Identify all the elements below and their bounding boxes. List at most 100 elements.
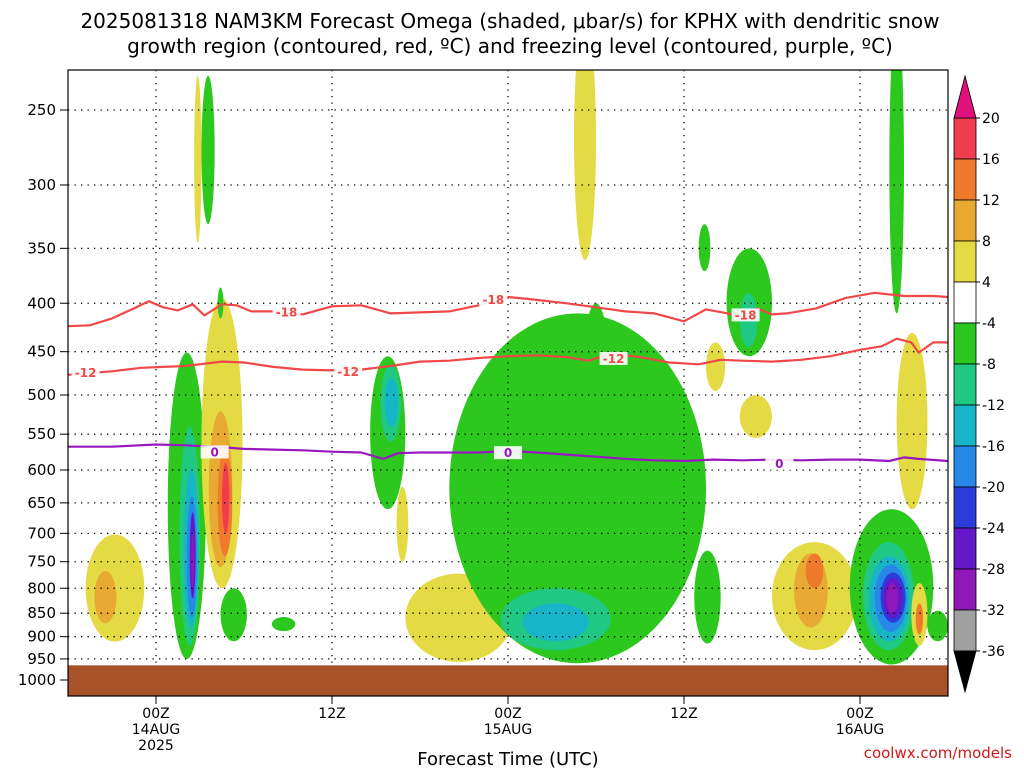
- colorbar-swatch-8: [953, 445, 977, 488]
- contour-label-bg-1-1: [334, 365, 363, 379]
- colorbar-swatch-2: [953, 199, 977, 242]
- omega-shading: [85, 70, 948, 665]
- contour-label-bg-0-0: [272, 305, 301, 319]
- contour-line--18: [68, 291, 948, 328]
- contour-label-0-1: 0: [504, 446, 512, 460]
- x-tick-label-48-1: 16AUG: [836, 722, 885, 738]
- colorbar-swatch-1: [953, 158, 977, 201]
- colorbar-label-20: 20: [982, 111, 1000, 127]
- colorbar-swatch-4: [953, 281, 977, 324]
- chart-title-line2: growth region (contoured, red, ºC) and f…: [127, 34, 893, 58]
- contour-label-bg-0-1: [479, 293, 508, 307]
- x-tick-label-12-0: 12Z: [318, 706, 345, 722]
- contour-label--12-0: -12: [75, 366, 97, 380]
- omega-region-15: [217, 287, 224, 319]
- omega-region-26: [581, 303, 611, 477]
- omega-region-27: [566, 434, 579, 484]
- y-tick-label-700: 700: [27, 524, 56, 542]
- contour-label--12-2: -12: [603, 352, 625, 366]
- colorbar-swatch-9: [953, 486, 977, 529]
- omega-region-48: [915, 603, 924, 635]
- colorbar-swatch-10: [953, 527, 977, 570]
- y-tick-label-500: 500: [27, 386, 56, 404]
- colorbar-label-16: 16: [982, 152, 1000, 168]
- colorbar-label-4: 4: [982, 275, 991, 291]
- omega-region-30: [706, 342, 726, 391]
- x-axis-label: Forecast Time (UTC): [417, 749, 598, 768]
- omega-region-37: [805, 553, 824, 589]
- colorbar-top-arrow: [953, 74, 977, 119]
- colorbar-label--16: -16: [982, 439, 1005, 455]
- contour-label-bg-1-0: [71, 366, 100, 380]
- contour-lines: -18 -18 -18 -12 -12 -12 0 0 0: [68, 291, 948, 471]
- ground-layer: [68, 665, 948, 696]
- colorbar-swatch-11: [953, 568, 977, 611]
- y-tick-label-850: 850: [27, 604, 56, 622]
- colorbar-label--28: -28: [982, 562, 1005, 578]
- contour-label-0-0: 0: [210, 445, 218, 459]
- ground-surface: [68, 665, 948, 696]
- colorbar-label-12: 12: [982, 193, 1000, 209]
- chart-title-line1: 2025081318 NAM3KM Forecast Omega (shaded…: [80, 9, 939, 33]
- y-tick-label-800: 800: [27, 579, 56, 597]
- omega-region-13: [194, 75, 202, 243]
- colorbar-label--24: -24: [982, 521, 1005, 537]
- colorbar-swatch-7: [953, 404, 977, 447]
- omega-region-28: [574, 70, 596, 260]
- x-tick-label-36-0: 12Z: [670, 706, 697, 722]
- y-tick-label-650: 650: [27, 494, 56, 512]
- omega-region-29: [698, 224, 711, 272]
- contour-label--18-1: -18: [482, 293, 504, 307]
- contour-label-0-2: 0: [775, 457, 783, 471]
- colorbar-label-8: 8: [982, 234, 991, 250]
- colorbar-label--32: -32: [982, 603, 1005, 619]
- omega-region-33: [739, 395, 772, 438]
- omega-region-34: [694, 550, 721, 644]
- omega-region-1: [94, 570, 117, 624]
- y-axis-ticks: 250 300 350 400 450 500 550 600 650 700 750 800 850 9…: [18, 101, 68, 689]
- contour-label-bg-2-1: [494, 446, 522, 460]
- contour-label-bg-2-2: [765, 456, 794, 470]
- y-tick-label-350: 350: [27, 239, 56, 257]
- y-tick-label-600: 600: [27, 461, 56, 479]
- x-tick-label-0-0: 00Z: [142, 706, 169, 722]
- colorbar-label--12: -12: [982, 398, 1005, 414]
- contour-label-bg-2-0: [200, 445, 229, 459]
- omega-region-44: [886, 583, 899, 614]
- contour-label--18-2: -18: [735, 308, 757, 322]
- omega-region-23: [449, 313, 706, 664]
- contour-label--12-1: -12: [337, 365, 359, 379]
- contour-label-bg-0-2: [731, 308, 760, 322]
- colorbar-swatch-6: [953, 363, 977, 406]
- credit-text: coolwx.com/models: [864, 744, 1012, 762]
- plot-grid: [68, 70, 948, 696]
- y-tick-label-900: 900: [27, 628, 56, 646]
- colorbar-bottom-arrow: [953, 650, 977, 694]
- y-tick-label-450: 450: [27, 343, 56, 361]
- colorbar-swatch-12: [953, 609, 977, 652]
- x-tick-label-0-1: 14AUG: [132, 722, 181, 738]
- omega-region-25: [522, 603, 589, 642]
- omega-region-45: [889, 70, 904, 314]
- colorbar-swatch-0: [953, 117, 977, 160]
- colorbar-label--8: -8: [982, 357, 996, 373]
- omega-region-21: [396, 486, 409, 562]
- colorbar-swatch-3: [953, 240, 977, 283]
- contour-label-bg-1-2: [599, 351, 628, 365]
- colorbar-label--20: -20: [982, 480, 1005, 496]
- y-tick-label-550: 550: [27, 425, 56, 443]
- colorbar-label--4: -4: [982, 316, 996, 332]
- x-tick-label-0-2: 2025: [138, 738, 174, 754]
- contour-line-0: [68, 443, 948, 463]
- omega-region-49: [927, 610, 948, 642]
- omega-region-20: [384, 378, 398, 427]
- omega-region-46: [896, 332, 928, 510]
- y-tick-label-300: 300: [27, 176, 56, 194]
- x-tick-label-24-0: 00Z: [494, 706, 521, 722]
- y-tick-label-400: 400: [27, 294, 56, 312]
- colorbar: 20 16 12 8 4 -4 -8 -12 -16 -20 -24 -28 -32 -36: [953, 74, 1005, 694]
- x-tick-label-24-1: 15AUG: [484, 722, 533, 738]
- colorbar-swatch-5: [953, 322, 977, 365]
